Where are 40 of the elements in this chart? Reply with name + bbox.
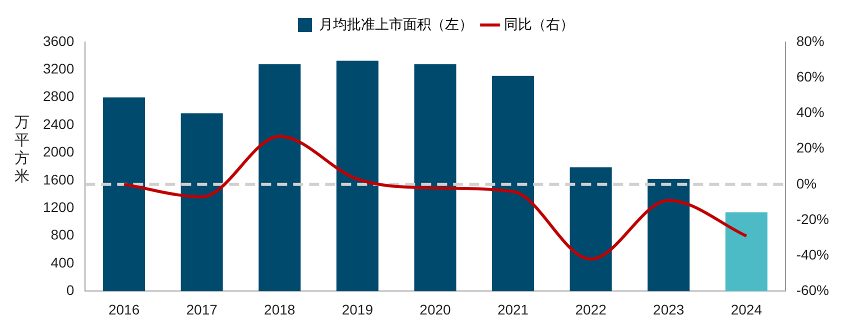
y-tick-label: 1600 — [42, 171, 74, 188]
y2-tick-label: 20% — [796, 140, 824, 156]
bar — [258, 64, 301, 292]
y2-tick-label: 60% — [796, 68, 824, 84]
y2-tick-label: 0% — [796, 175, 817, 192]
bar — [336, 60, 378, 292]
x-tick-label: 2017 — [186, 301, 218, 318]
legend-label: 月均批准上市面积（左） — [319, 16, 473, 32]
y-tick-label: 3600 — [42, 32, 74, 49]
y2-tick-label: 40% — [796, 104, 824, 120]
y2-tick-label: 80% — [796, 32, 824, 49]
y2-tick-label: -60% — [796, 282, 830, 298]
x-tick-label: 2022 — [575, 301, 607, 318]
y-tick-label: 3200 — [42, 60, 74, 77]
x-tick-label: 2019 — [342, 301, 374, 318]
x-tick-label: 2021 — [497, 301, 529, 318]
x-tick-label: 2024 — [730, 301, 762, 318]
bar — [103, 97, 146, 292]
y-tick-label: 1200 — [42, 198, 74, 215]
x-tick-label: 2016 — [108, 301, 140, 318]
y2-tick-label: -40% — [796, 246, 830, 262]
bar — [492, 76, 534, 292]
bar — [414, 64, 456, 292]
bar — [648, 179, 690, 292]
bar — [180, 113, 223, 292]
y-tick-label: 800 — [50, 226, 74, 243]
line-series — [122, 134, 748, 261]
bar — [570, 167, 612, 292]
y2-tick-label: -20% — [796, 210, 830, 227]
x-tick-label: 2023 — [653, 301, 684, 318]
y-tick-label: 0 — [66, 282, 74, 298]
legend-label: 同比（右） — [504, 16, 574, 32]
bar — [725, 212, 768, 292]
y-axis-title: 万平方米 — [14, 114, 30, 186]
y-tick-label: 2400 — [42, 116, 74, 132]
y-tick-label: 2000 — [42, 144, 74, 160]
y-tick-label: 400 — [50, 254, 74, 270]
x-tick-label: 2018 — [264, 301, 296, 318]
y-tick-label: 2800 — [42, 88, 74, 104]
x-tick-label: 2020 — [420, 301, 452, 318]
